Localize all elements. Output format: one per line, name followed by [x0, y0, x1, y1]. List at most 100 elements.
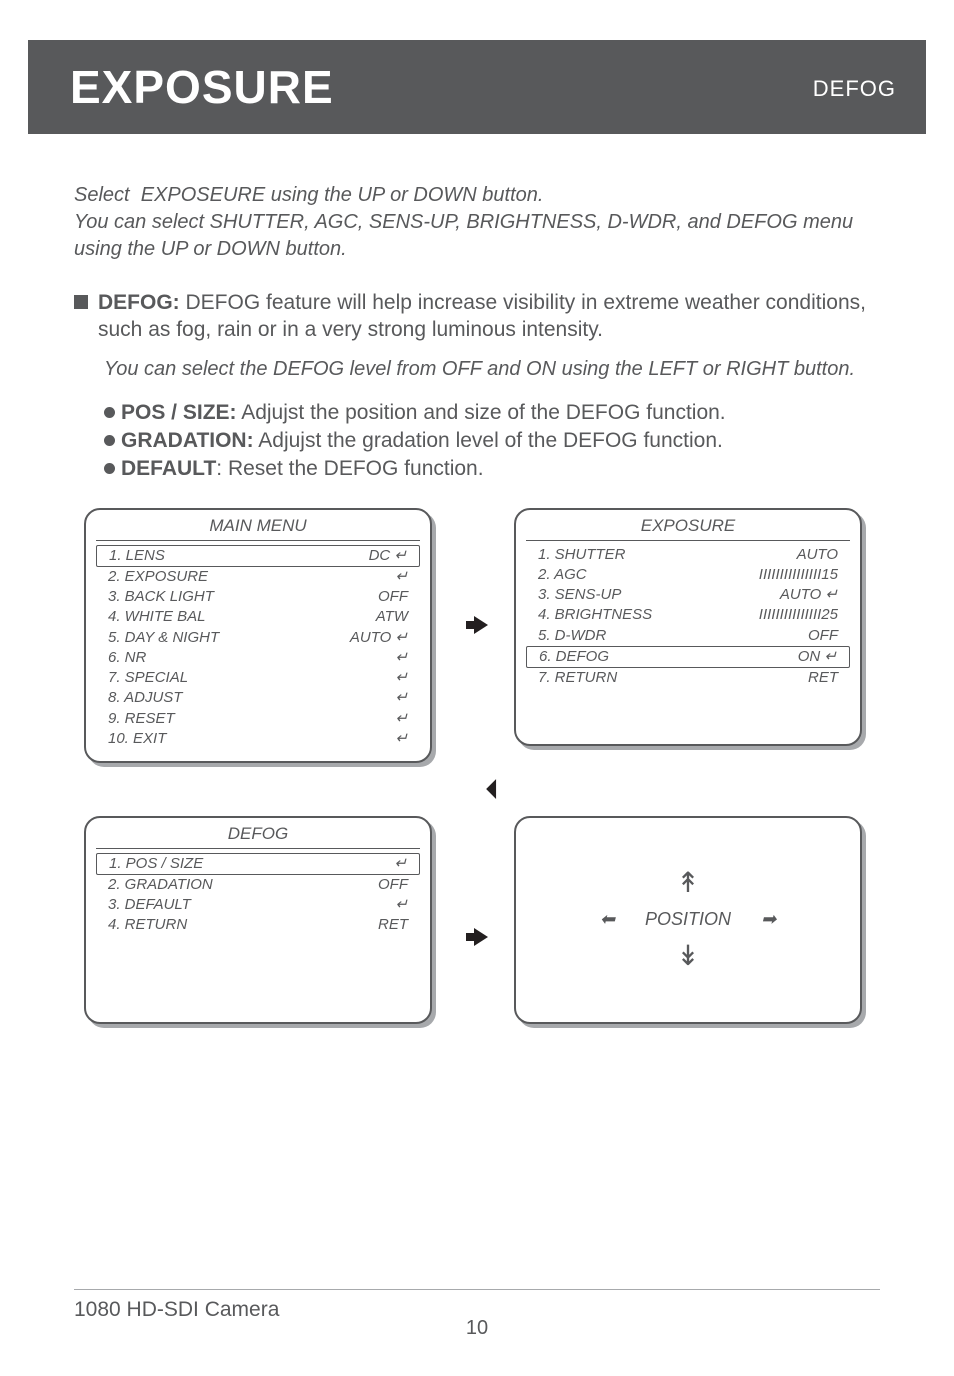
arrow-diagonal-icon — [486, 779, 516, 809]
intro-text: Select EXPOSEURE using the UP or DOWN bu… — [74, 182, 880, 263]
bullet-pos-size: POS / SIZE: Adjujst the position and siz… — [104, 399, 880, 427]
footer-divider — [74, 1289, 880, 1290]
panel-title: EXPOSURE — [516, 516, 860, 540]
circle-bullet-icon — [104, 463, 115, 474]
panel-body: 1. LENSDC ↵2. EXPOSURE↵3. BACK LIGHTOFF4… — [86, 541, 430, 752]
menu-row: 2. AGC IIIIIIIIIIIIIII15 — [538, 565, 838, 585]
bullet-label: DEFAULT — [121, 457, 216, 480]
menu-left: 1. LENS — [109, 546, 165, 566]
menu-row: 3. SENS-UP AUTO ↵ — [538, 585, 838, 605]
menu-left: 6. DEFOG — [539, 647, 609, 667]
circle-bullet-icon — [104, 407, 115, 418]
defog-heading-block: DEFOG: DEFOG feature will help increase … — [74, 289, 880, 344]
panel-title: MAIN MENU — [86, 516, 430, 540]
panel-body: 1. POS / SIZE↵2. GRADATIONOFF3. DEFAULT ↵… — [86, 849, 430, 938]
position-content: ↟ ⬅ POSITION ➡ ↡ — [516, 818, 860, 1022]
arrow-down-icon: ↡ — [676, 942, 699, 970]
menu-row: 1. POS / SIZE↵ — [96, 853, 420, 875]
menu-row: 7. SPECIAL ↵ — [108, 668, 408, 688]
menu-left: 5. DAY & NIGHT — [108, 628, 219, 648]
arrow-left-icon: ⬅ — [600, 909, 615, 930]
menu-left: 1. SHUTTER — [538, 545, 626, 565]
position-label: POSITION — [645, 909, 731, 930]
menu-right: ↵ — [395, 895, 408, 915]
menu-left: 4. WHITE BAL — [108, 607, 206, 627]
menu-right: ↵ — [395, 688, 408, 708]
menu-row: 1. SHUTTER AUTO — [538, 545, 838, 565]
diagram-area: MAIN MENU 1. LENSDC ↵2. EXPOSURE↵3. BACK… — [74, 508, 880, 1088]
arrow-right-icon — [474, 928, 488, 946]
menu-row: 4. WHITE BAL ATW — [108, 607, 408, 627]
page-number: 10 — [0, 1317, 954, 1340]
bullet-label: POS / SIZE: — [121, 401, 237, 424]
menu-right: IIIIIIIIIIIIIII25 — [759, 605, 838, 625]
menu-left: 7. SPECIAL — [108, 668, 188, 688]
menu-left: 4. RETURN — [108, 915, 187, 935]
intro-line-2: You can select SHUTTER, AGC, SENS-UP, BR… — [74, 211, 853, 260]
bullet-text: Adjujst the position and size of the DEF… — [237, 401, 726, 424]
page-subtitle: DEFOG — [813, 76, 896, 102]
menu-left: 3. DEFAULT — [108, 895, 191, 915]
intro-line-1: Select EXPOSEURE using the UP or DOWN bu… — [74, 184, 543, 206]
menu-row: 5. D-WDR OFF — [538, 626, 838, 646]
menu-row: 10. EXIT ↵ — [108, 729, 408, 749]
menu-right: ATW — [376, 607, 408, 627]
arrow-right-icon: ➡ — [761, 909, 776, 930]
defog-panel: DEFOG 1. POS / SIZE↵2. GRADATIONOFF3. DE… — [84, 816, 432, 1024]
menu-left: 2. GRADATION — [108, 875, 213, 895]
content-area: Select EXPOSEURE using the UP or DOWN bu… — [0, 134, 954, 1088]
bullet-text: Adjujst the gradation level of the DEFOG… — [254, 429, 723, 452]
menu-right: OFF — [808, 626, 838, 646]
menu-row: 6. DEFOGON ↵ — [526, 646, 850, 668]
menu-right: AUTO ↵ — [780, 585, 838, 605]
menu-left: 7. RETURN — [538, 668, 617, 688]
menu-right: ↵ — [394, 854, 407, 874]
menu-right: RET — [808, 668, 838, 688]
menu-right: OFF — [378, 587, 408, 607]
bullet-gradation: GRADATION: Adjujst the gradation level o… — [104, 427, 880, 455]
menu-right: AUTO ↵ — [350, 628, 408, 648]
menu-row: 4. RETURN RET — [108, 915, 408, 935]
menu-left: 2. AGC — [538, 565, 587, 585]
menu-row: 7. RETURN RET — [538, 668, 838, 688]
menu-row: 9. RESET ↵ — [108, 709, 408, 729]
menu-right: ↵ — [395, 668, 408, 688]
menu-right: RET — [378, 915, 408, 935]
menu-right: ↵ — [395, 709, 408, 729]
menu-right: IIIIIIIIIIIIIII15 — [759, 565, 838, 585]
menu-left: 4. BRIGHTNESS — [538, 605, 652, 625]
arrow-up-icon: ↟ — [676, 869, 699, 897]
menu-right: ↵ — [395, 567, 408, 587]
exposure-panel: EXPOSURE 1. SHUTTER AUTO 2. AGC IIIIIIIIIII… — [514, 508, 862, 746]
bullet-list: POS / SIZE: Adjujst the position and siz… — [104, 399, 880, 484]
arrow-right-icon — [474, 616, 488, 634]
menu-left: 3. SENS-UP — [538, 585, 621, 605]
menu-left: 8. ADJUST — [108, 688, 182, 708]
bullet-text: : Reset the DEFOG function. — [216, 457, 483, 480]
circle-bullet-icon — [104, 435, 115, 446]
menu-row: 5. DAY & NIGHT AUTO ↵ — [108, 628, 408, 648]
menu-row: 2. GRADATIONOFF — [108, 875, 408, 895]
menu-left: 5. D-WDR — [538, 626, 606, 646]
menu-row: 4. BRIGHTNESS IIIIIIIIIIIIIII25 — [538, 605, 838, 625]
menu-row: 8. ADJUST ↵ — [108, 688, 408, 708]
position-row: ⬅ POSITION ➡ — [600, 909, 776, 930]
defog-label: DEFOG: — [98, 291, 180, 314]
menu-row: 2. EXPOSURE↵ — [108, 567, 408, 587]
defog-subtext: You can select the DEFOG level from OFF … — [104, 358, 880, 381]
bullet-default: DEFAULT: Reset the DEFOG function. — [104, 455, 880, 483]
menu-row: 3. DEFAULT ↵ — [108, 895, 408, 915]
menu-left: 9. RESET — [108, 709, 175, 729]
menu-left: 3. BACK LIGHT — [108, 587, 214, 607]
menu-left: 6. NR — [108, 648, 146, 668]
menu-left: 10. EXIT — [108, 729, 166, 749]
defog-desc-text: DEFOG feature will help increase visibil… — [98, 291, 866, 341]
panel-body: 1. SHUTTERAUTO2. AGCIIIIIIIIIIIIIII153. … — [516, 541, 860, 691]
page-title: EXPOSURE — [70, 60, 334, 114]
position-panel: ↟ ⬅ POSITION ➡ ↡ — [514, 816, 862, 1024]
bullet-label: GRADATION: — [121, 429, 254, 452]
menu-right: ↵ — [395, 729, 408, 749]
menu-right: AUTO — [797, 545, 838, 565]
main-menu-panel: MAIN MENU 1. LENSDC ↵2. EXPOSURE↵3. BACK… — [84, 508, 432, 764]
menu-right: ↵ — [395, 648, 408, 668]
